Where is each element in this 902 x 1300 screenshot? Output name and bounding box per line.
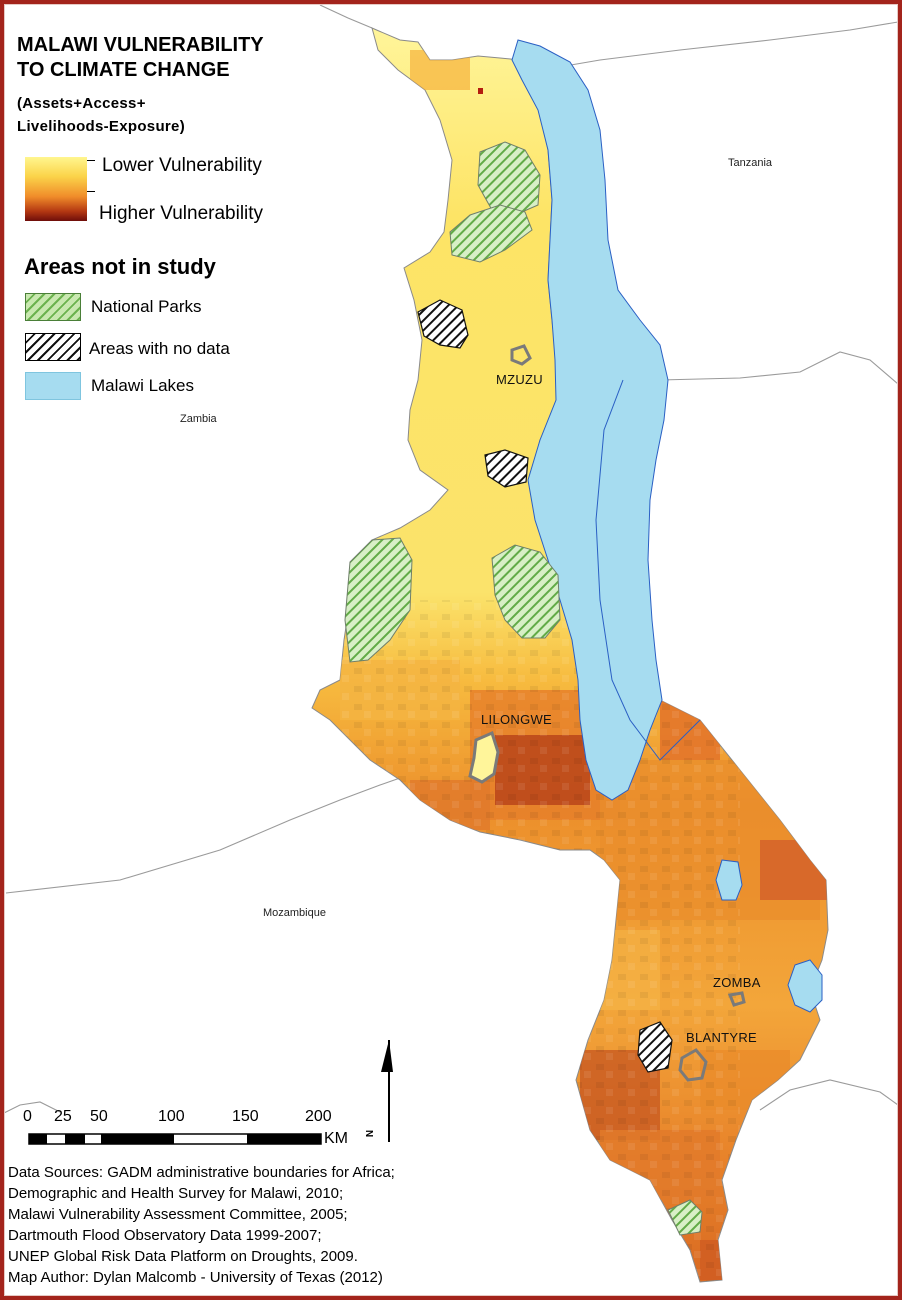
legend-tick-low bbox=[87, 160, 95, 161]
north-arrow bbox=[381, 1040, 393, 1142]
lilongwe-outline bbox=[468, 730, 500, 784]
country-label-tanzania: Tanzania bbox=[728, 157, 773, 169]
city-label-blantyre: BLANTYRE bbox=[686, 1030, 758, 1045]
lake-boundary-line bbox=[595, 379, 701, 761]
map-author: Map Author: Dylan Malcomb - University o… bbox=[8, 1269, 383, 1286]
map-subtitle: (Assets+Access+ Livelihoods-Exposure) bbox=[17, 92, 185, 138]
no-data-areas bbox=[417, 299, 673, 1073]
blantyre-outline bbox=[678, 1048, 708, 1082]
scale-tick-25: 25 bbox=[54, 1108, 72, 1125]
national-parks bbox=[344, 141, 703, 1236]
national-parks-label: National Parks bbox=[91, 297, 202, 316]
mzuzu-outline bbox=[510, 344, 532, 366]
national-parks-swatch bbox=[25, 293, 81, 321]
lakes-label: Malawi Lakes bbox=[91, 376, 194, 395]
map-title: MALAWI VULNERABILITY TO CLIMATE CHANGE bbox=[17, 33, 264, 83]
no-data-label: Areas with no data bbox=[89, 339, 230, 358]
scale-tick-100: 100 bbox=[158, 1108, 185, 1125]
north-label: N bbox=[365, 1129, 377, 1138]
scale-unit: KM bbox=[324, 1130, 348, 1147]
data-sources: Data Sources: GADM administrative bounda… bbox=[8, 1162, 395, 1288]
zomba-outline bbox=[727, 991, 746, 1007]
source-line-2: Demographic and Health Survey for Malawi… bbox=[8, 1185, 344, 1202]
malawi-lakes bbox=[511, 39, 823, 1013]
city-label-lilongwe: LILONGWE bbox=[481, 712, 553, 727]
scale-bar bbox=[28, 1133, 322, 1145]
country-label-zambia: Zambia bbox=[180, 413, 217, 425]
source-line-1: Data Sources: GADM administrative bounda… bbox=[8, 1164, 395, 1181]
source-line-5: UNEP Global Risk Data Platform on Drough… bbox=[8, 1248, 358, 1265]
title-line-2: TO CLIMATE CHANGE bbox=[17, 59, 230, 81]
lake-malawi bbox=[511, 39, 669, 801]
subtitle-line-1: (Assets+Access+ bbox=[17, 95, 146, 112]
no-data-swatch bbox=[25, 333, 81, 361]
country-boundaries bbox=[0, 4, 899, 1116]
scale-tick-50: 50 bbox=[90, 1108, 108, 1125]
city-outlines bbox=[468, 344, 746, 1082]
lake-malombe bbox=[715, 859, 743, 901]
legend-section-title: Areas not in study bbox=[24, 254, 216, 279]
lakes-swatch bbox=[25, 372, 81, 400]
title-line-1: MALAWI VULNERABILITY bbox=[17, 34, 264, 56]
legend-low-label: Lower Vulnerability bbox=[102, 155, 262, 176]
legend-tick-mid bbox=[87, 191, 95, 192]
scale-tick-200: 200 bbox=[305, 1108, 332, 1125]
lake-chilwa bbox=[787, 959, 823, 1013]
city-label-mzuzu: MZUZU bbox=[496, 372, 543, 387]
source-line-3: Malawi Vulnerability Assessment Committe… bbox=[8, 1206, 348, 1223]
vulnerability-gradient-swatch bbox=[25, 157, 87, 221]
scale-tick-0: 0 bbox=[23, 1108, 32, 1125]
legend-high-label: Higher Vulnerability bbox=[99, 203, 264, 224]
scale-tick-150: 150 bbox=[232, 1108, 259, 1125]
subtitle-line-2: Livelihoods-Exposure) bbox=[17, 118, 185, 135]
country-label-mozambique: Mozambique bbox=[263, 907, 326, 919]
city-label-zomba: ZOMBA bbox=[713, 975, 761, 990]
source-line-4: Dartmouth Flood Observatory Data 1999-20… bbox=[8, 1227, 322, 1244]
